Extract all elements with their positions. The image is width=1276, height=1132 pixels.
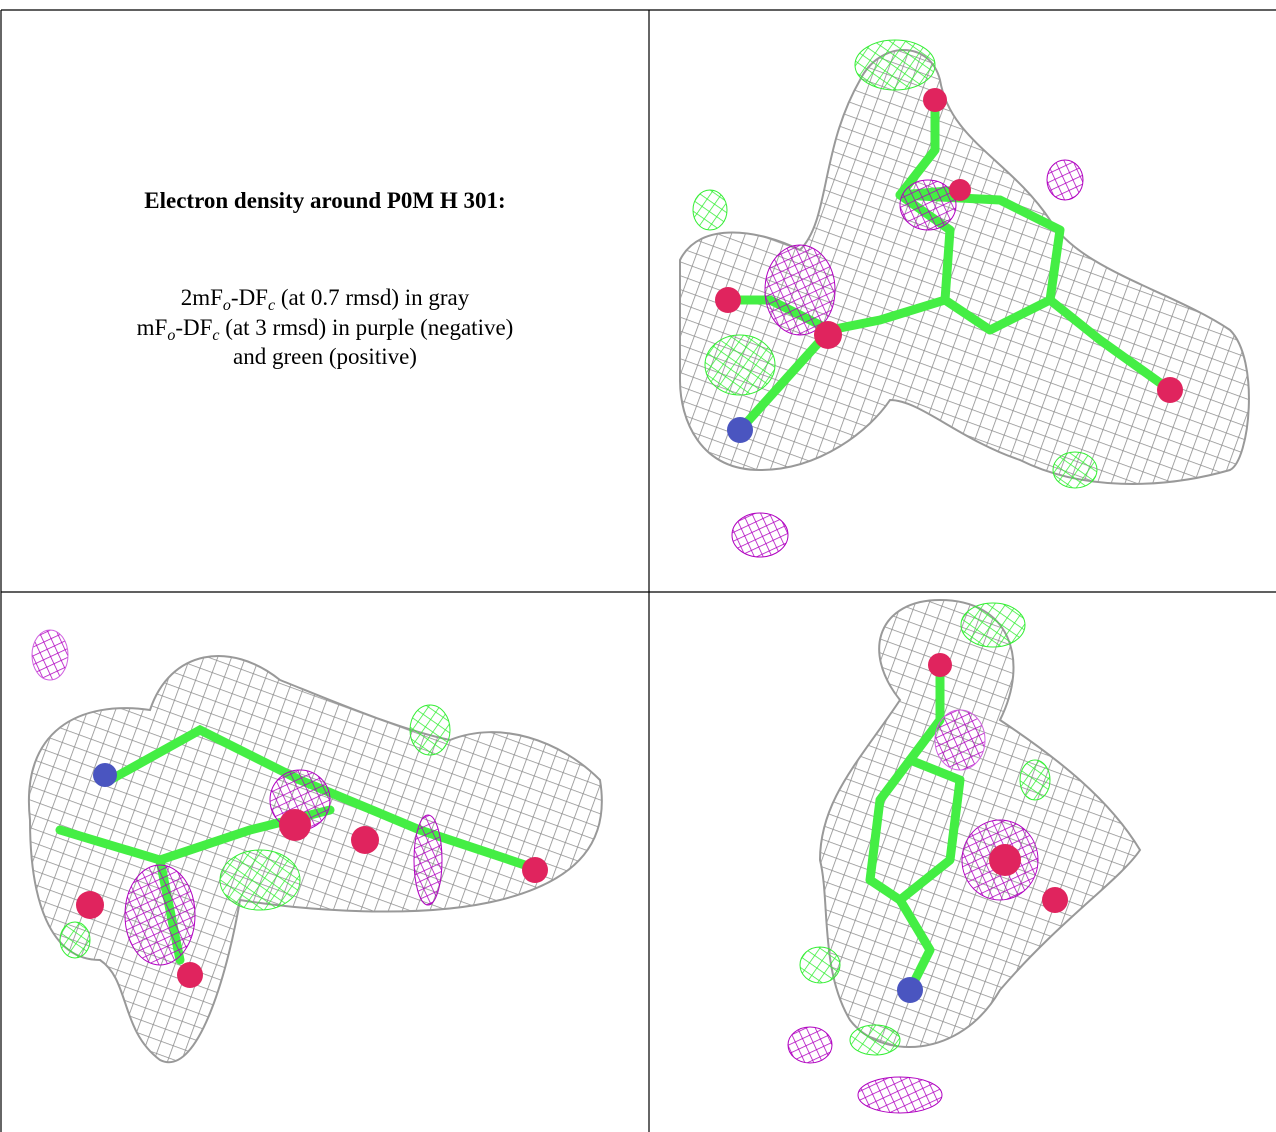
caption-title: Electron density around P0M H 301:: [144, 188, 505, 213]
density-view-bottom-right: [787, 598, 1142, 1114]
caption-text: -DF: [175, 315, 212, 340]
caption-text: and green (positive): [233, 344, 417, 369]
caption-text: (at 0.7 rmsd) in gray: [275, 285, 470, 310]
subscript: o: [167, 327, 175, 344]
caption-text: -DF: [231, 285, 268, 310]
caption-line: and green (positive): [233, 344, 417, 369]
subscript: c: [212, 327, 219, 344]
caption-text: (at 3 rmsd) in purple (negative): [220, 315, 514, 340]
density-view-top: [679, 39, 1250, 558]
density-view-bottom-left: [27, 629, 603, 1064]
subscript: c: [268, 297, 275, 314]
table-borders: [0, 9, 1276, 1132]
caption-line: 2mFo-DFc (at 0.7 rmsd) in gray: [181, 285, 470, 314]
caption-line: mFo-DFc (at 3 rmsd) in purple (negative): [137, 315, 514, 344]
caption-text: 2mF: [181, 285, 223, 310]
caption-text: mF: [137, 315, 168, 340]
subscript: o: [223, 297, 231, 314]
